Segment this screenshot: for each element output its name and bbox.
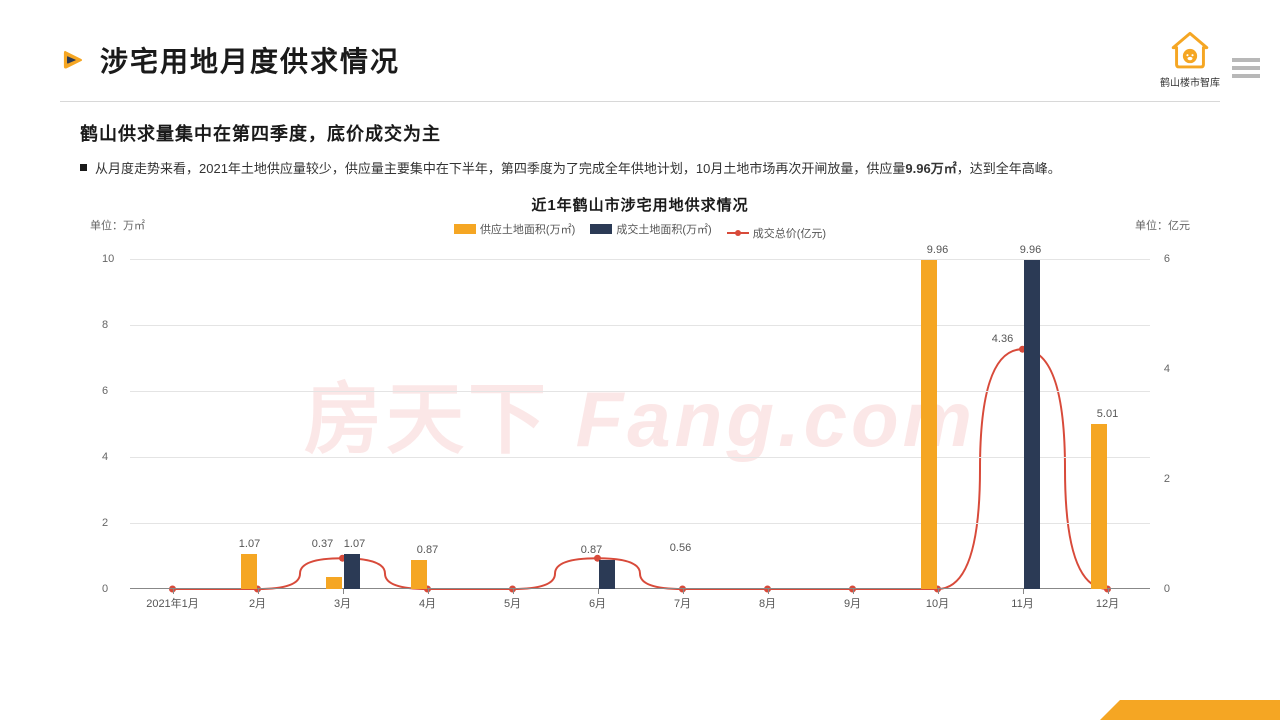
data-label: 4.36	[992, 333, 1013, 345]
supply-bar	[326, 577, 342, 589]
data-label: 1.07	[239, 538, 260, 550]
deal-bar	[344, 554, 360, 589]
data-label: 0.56	[670, 542, 691, 554]
brand-logo: 鹤山楼市智库	[1160, 30, 1220, 89]
footer-accent	[1120, 700, 1280, 720]
data-label: 0.87	[581, 544, 602, 556]
line-layer	[130, 259, 1150, 589]
supply-bar	[1091, 424, 1107, 589]
deal-bar	[1024, 260, 1040, 589]
legend-price: 成交总价(亿元)	[727, 225, 826, 241]
legend-supply: 供应土地面积(万㎡)	[454, 221, 575, 237]
supply-bar	[241, 554, 257, 589]
chart: 供应土地面积(万㎡) 成交土地面积(万㎡) 成交总价(亿元) 单位：万㎡ 单位：…	[60, 221, 1220, 589]
x-axis: 2021年1月2月3月4月5月6月7月8月9月10月11月12月	[130, 588, 1150, 589]
data-label: 5.01	[1097, 408, 1118, 420]
menu-icon[interactable]	[1232, 54, 1260, 82]
data-label: 1.07	[344, 538, 365, 550]
brand-text: 鹤山楼市智库	[1160, 74, 1220, 89]
plot-area: 房天下 Fang.com 2021年1月2月3月4月5月6月7月8月9月10月1…	[130, 259, 1150, 589]
legend-deal: 成交土地面积(万㎡)	[590, 221, 711, 237]
supply-bar	[921, 260, 937, 589]
data-label: 9.96	[1020, 244, 1041, 256]
page-title: 涉宅用地月度供求情况	[100, 40, 400, 80]
play-bullet-icon	[60, 47, 86, 73]
header: 涉宅用地月度供求情况 鹤山楼市智库	[0, 0, 1280, 97]
data-label: 0.87	[417, 544, 438, 556]
legend: 供应土地面积(万㎡) 成交土地面积(万㎡) 成交总价(亿元)	[60, 221, 1220, 241]
watermark: 房天下 Fang.com	[304, 357, 976, 469]
description: 从月度走势来看，2021年土地供应量较少，供应量主要集中在下半年，第四季度为了完…	[0, 156, 1280, 182]
house-pig-icon	[1169, 30, 1211, 72]
unit-left: 单位：万㎡	[90, 217, 145, 233]
unit-right: 单位：亿元	[1135, 217, 1190, 233]
bullet-icon	[80, 164, 87, 171]
data-label: 0.37	[312, 538, 333, 550]
subtitle: 鹤山供求量集中在第四季度，底价成交为主	[0, 102, 1280, 156]
supply-bar	[411, 560, 427, 589]
chart-title: 近1年鹤山市涉宅用地供求情况	[0, 194, 1280, 215]
data-label: 9.96	[927, 244, 948, 256]
deal-bar	[599, 560, 615, 589]
